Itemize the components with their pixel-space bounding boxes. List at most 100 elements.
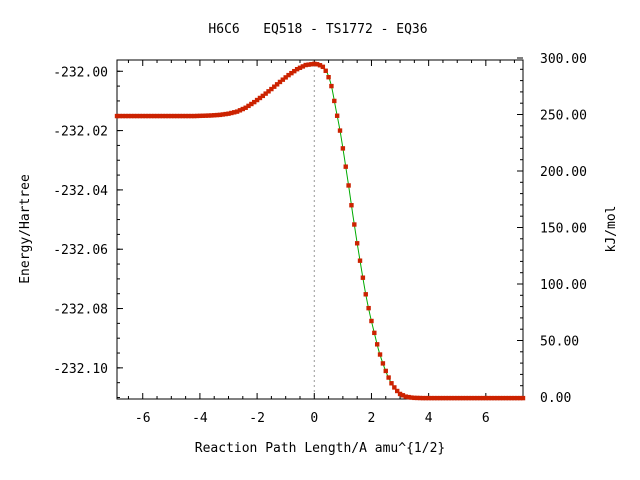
data-point — [349, 203, 354, 208]
data-point — [457, 395, 463, 401]
data-point — [306, 62, 311, 67]
data-point — [509, 395, 514, 401]
data-point — [214, 112, 220, 118]
data-point — [366, 305, 371, 311]
data-point — [263, 91, 268, 96]
y2-tick-label: 100.00 — [540, 278, 587, 293]
data-point — [497, 395, 503, 401]
data-point — [209, 113, 214, 118]
data-point — [171, 113, 177, 119]
data-point — [455, 395, 460, 401]
data-point — [329, 83, 334, 89]
data-point — [289, 70, 294, 76]
data-point — [266, 89, 271, 94]
y-tick-label: -232.06 — [53, 243, 108, 258]
data-point — [212, 113, 217, 118]
y2-tick-label: 300.00 — [540, 52, 587, 67]
data-point — [383, 368, 388, 374]
data-point — [394, 388, 400, 394]
data-point — [134, 113, 140, 119]
data-point — [243, 105, 248, 110]
data-point — [489, 395, 494, 401]
data-point — [337, 128, 343, 133]
data-point — [149, 113, 154, 119]
data-point — [386, 375, 391, 380]
data-point — [369, 318, 374, 324]
data-point — [126, 113, 131, 119]
data-point — [200, 113, 205, 118]
data-point — [312, 61, 317, 67]
data-point — [283, 75, 288, 80]
data-point — [120, 113, 125, 119]
data-point — [191, 113, 197, 119]
data-point — [420, 395, 426, 401]
data-point — [280, 77, 286, 82]
data-point — [252, 99, 257, 105]
y-tick-label: -232.00 — [53, 65, 108, 80]
data-point — [429, 395, 434, 401]
y2-tick-label: 200.00 — [540, 165, 587, 180]
data-point — [206, 113, 211, 118]
data-point — [303, 62, 308, 68]
data-point — [440, 395, 446, 401]
data-point — [186, 113, 191, 119]
data-point — [426, 395, 431, 401]
data-point — [277, 79, 283, 85]
data-point — [309, 62, 314, 67]
data-point — [272, 84, 277, 89]
data-point — [123, 113, 128, 119]
data-point — [503, 395, 509, 401]
data-point — [406, 394, 411, 400]
data-point — [143, 113, 148, 119]
data-point — [286, 72, 291, 78]
y2-axis-ticks: 300.00 250.00 200.00 150.00 100.00 50.00 0.00 — [517, 52, 587, 406]
data-point — [269, 86, 274, 92]
data-point — [397, 391, 403, 397]
data-point — [220, 112, 225, 117]
plot-frame — [116, 59, 524, 400]
data-point — [477, 395, 483, 401]
data-point — [466, 395, 471, 401]
data-point — [486, 395, 491, 401]
data-point — [332, 98, 337, 104]
data-point — [217, 112, 223, 118]
data-point — [360, 275, 366, 280]
data-point — [326, 75, 331, 80]
x-tick-label: 2 — [368, 411, 376, 426]
data-point — [392, 385, 397, 390]
data-point — [412, 395, 417, 401]
data-point — [409, 395, 414, 400]
data-point — [506, 395, 511, 401]
data-point — [317, 63, 323, 68]
data-point — [131, 113, 137, 119]
data-point — [323, 68, 328, 73]
data-point — [449, 395, 454, 401]
y-tick-label: -232.04 — [53, 184, 108, 199]
data-point — [352, 222, 357, 227]
x-axis-label: Reaction Path Length/A amu^{1/2} — [195, 441, 445, 456]
data-point — [452, 395, 457, 401]
data-point — [234, 109, 240, 114]
data-point — [160, 113, 165, 119]
data-point — [177, 113, 183, 119]
data-point — [246, 103, 251, 109]
data-point — [140, 113, 145, 119]
data-point — [223, 111, 228, 117]
energy-profile-markers — [114, 61, 526, 401]
y2-axis-label: kJ/mol — [604, 206, 619, 253]
x-tick-label: -4 — [192, 411, 208, 426]
data-point — [294, 66, 300, 72]
data-point — [483, 395, 489, 401]
data-point — [520, 395, 526, 401]
data-point — [254, 97, 260, 103]
data-point — [229, 110, 234, 116]
x-tick-label: -2 — [249, 411, 265, 426]
data-point — [480, 395, 486, 401]
x-tick-label: 4 — [425, 411, 433, 426]
y-tick-label: -232.10 — [53, 362, 108, 377]
data-point — [274, 82, 280, 87]
data-point — [257, 95, 263, 101]
data-point — [194, 113, 200, 119]
data-point — [240, 106, 246, 112]
